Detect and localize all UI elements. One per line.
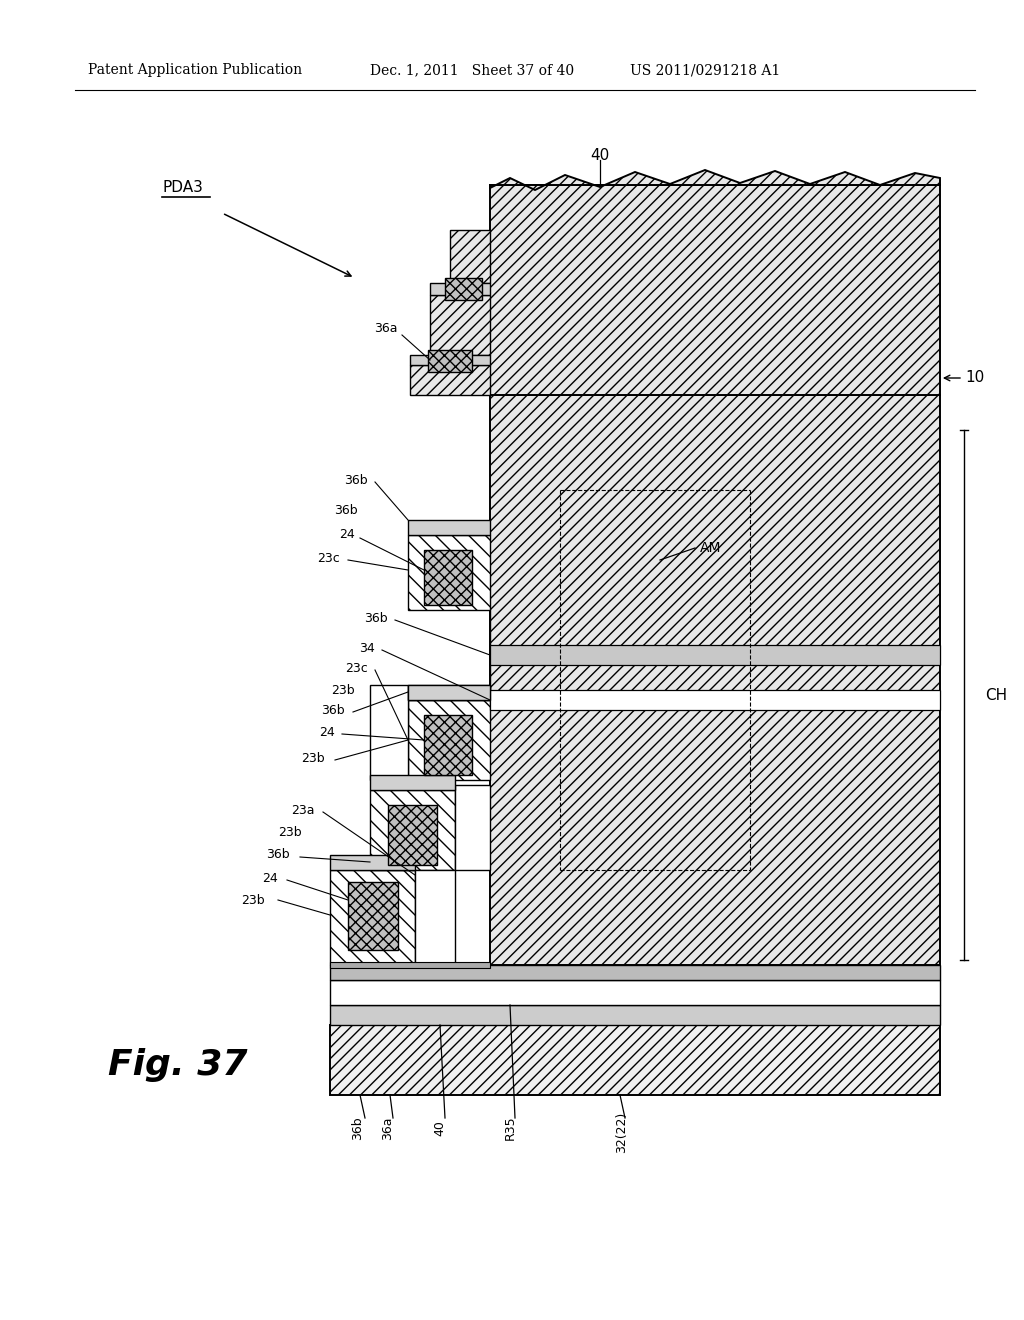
Text: AM: AM — [700, 541, 722, 554]
Text: US 2011/0291218 A1: US 2011/0291218 A1 — [630, 63, 780, 77]
Bar — [408, 685, 490, 700]
Bar — [424, 550, 472, 605]
Polygon shape — [490, 170, 940, 190]
Bar — [490, 690, 940, 710]
Bar — [388, 805, 437, 865]
Bar — [370, 789, 455, 870]
Text: 36b: 36b — [344, 474, 368, 487]
Text: PDA3: PDA3 — [162, 181, 203, 195]
Text: 24: 24 — [319, 726, 335, 738]
Bar — [408, 685, 490, 700]
Text: 23b: 23b — [242, 894, 265, 907]
Bar — [428, 350, 472, 372]
Text: 36b: 36b — [351, 1117, 365, 1139]
Text: 10: 10 — [965, 371, 984, 385]
Bar — [348, 882, 398, 950]
Text: 36b: 36b — [322, 704, 345, 717]
Text: 36b: 36b — [266, 849, 290, 862]
Bar — [410, 355, 490, 366]
Bar — [430, 282, 490, 294]
Text: 36a: 36a — [375, 322, 398, 334]
Text: 32(22): 32(22) — [615, 1111, 629, 1152]
Bar — [450, 230, 490, 282]
Text: 40: 40 — [433, 1121, 446, 1137]
Bar — [330, 979, 940, 1005]
Text: 40: 40 — [591, 148, 609, 162]
Text: 34: 34 — [359, 642, 375, 655]
Bar — [424, 715, 472, 775]
Bar — [408, 700, 490, 780]
Text: 23a: 23a — [292, 804, 315, 817]
Bar — [490, 185, 940, 395]
Bar — [430, 294, 490, 355]
Text: 23b: 23b — [332, 684, 355, 697]
Text: Dec. 1, 2011   Sheet 37 of 40: Dec. 1, 2011 Sheet 37 of 40 — [370, 63, 574, 77]
Bar — [330, 962, 490, 968]
Bar — [408, 535, 490, 610]
Text: 24: 24 — [339, 528, 355, 541]
Text: 23b: 23b — [301, 751, 325, 764]
Bar — [445, 279, 482, 300]
Bar — [490, 395, 940, 965]
Text: 23c: 23c — [317, 552, 340, 565]
Bar — [330, 1026, 940, 1096]
Bar — [370, 775, 455, 789]
Text: CH: CH — [985, 688, 1008, 702]
Bar — [330, 870, 415, 965]
Text: 36b: 36b — [335, 503, 358, 516]
Text: Patent Application Publication: Patent Application Publication — [88, 63, 302, 77]
Text: R35: R35 — [504, 1115, 516, 1140]
Text: 24: 24 — [262, 871, 278, 884]
Text: Fig. 37: Fig. 37 — [108, 1048, 248, 1082]
Bar — [330, 1005, 940, 1026]
Text: 23c: 23c — [345, 661, 368, 675]
Text: 36b: 36b — [365, 611, 388, 624]
Bar — [330, 965, 940, 979]
Text: 36a: 36a — [382, 1117, 394, 1139]
Bar — [490, 645, 940, 665]
Bar — [415, 870, 455, 965]
Bar — [408, 520, 490, 535]
Bar — [410, 366, 490, 395]
Bar — [330, 855, 415, 870]
Bar — [455, 785, 490, 870]
Text: 23b: 23b — [279, 826, 302, 840]
Bar — [370, 685, 408, 780]
